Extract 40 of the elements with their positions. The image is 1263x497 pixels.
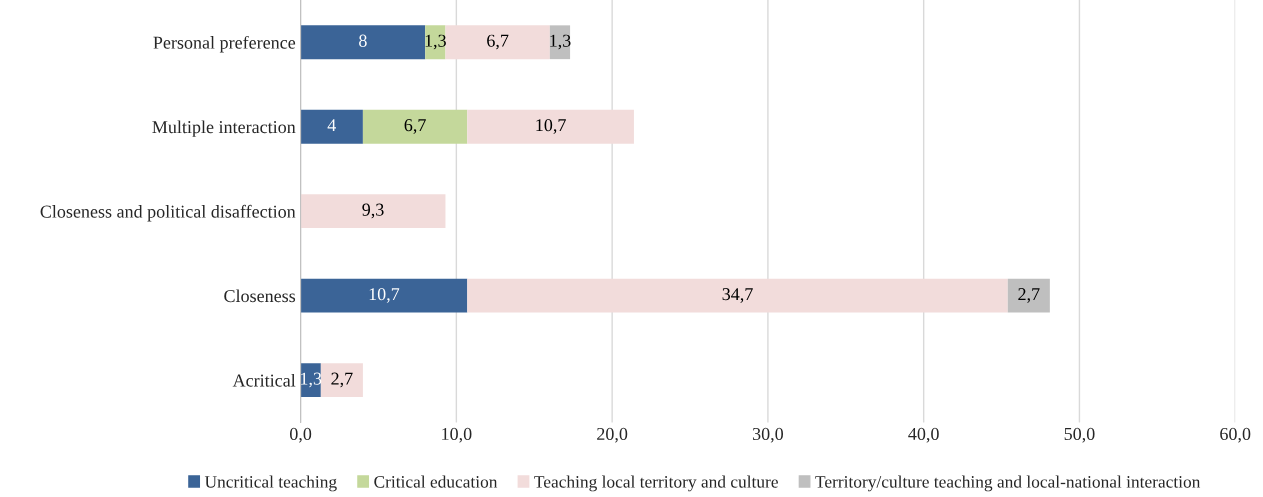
y-tick-label: Closeness and political disaffection — [40, 204, 296, 222]
x-tick-label: 60,0 — [1220, 427, 1251, 443]
data-label: 34,7 — [722, 288, 753, 303]
bar — [300, 278, 468, 313]
data-label: 10,7 — [536, 119, 566, 134]
y-tick-label: Acritical — [232, 373, 296, 387]
data-label: 9,3 — [362, 203, 384, 219]
data-label: 10,7 — [369, 288, 400, 303]
bar — [549, 25, 571, 60]
data-label: 8 — [359, 34, 367, 47]
x-tick-label: 20,0 — [597, 427, 628, 443]
x-tick-label: 0,0 — [290, 427, 312, 443]
legend-label: Uncritical teaching — [204, 475, 337, 492]
bar — [467, 109, 634, 144]
bar — [467, 278, 1008, 313]
data-label: 2,7 — [1018, 288, 1040, 303]
bar — [425, 25, 446, 60]
y-tick-label: Multiple interaction — [152, 120, 296, 137]
x-tick-label: 40,0 — [908, 427, 939, 443]
data-label: 4 — [327, 119, 336, 132]
legend-label: Teaching local territory and culture — [534, 475, 778, 492]
y-tick-label: Closeness — [224, 289, 296, 303]
data-label: 2,7 — [331, 372, 353, 388]
bar — [445, 25, 550, 60]
bar — [300, 109, 363, 144]
bar — [300, 194, 446, 229]
y-tick-label: Personal preference — [153, 35, 296, 53]
data-label: 6,7 — [404, 119, 426, 134]
bar — [300, 25, 426, 60]
x-tick-label: 30,0 — [752, 427, 784, 443]
legend-label: Territory/culture teaching and local-national interaction — [815, 475, 1201, 492]
bar — [1007, 278, 1050, 313]
bar — [362, 109, 468, 144]
bar — [320, 363, 363, 398]
data-label: 1,3 — [550, 34, 571, 50]
x-tick-label: 50,0 — [1064, 427, 1095, 443]
data-label: 1,3 — [425, 34, 446, 50]
data-label: 6,7 — [487, 34, 509, 50]
legend-label: Critical education — [374, 475, 498, 488]
x-tick-label: 10,0 — [442, 427, 472, 443]
